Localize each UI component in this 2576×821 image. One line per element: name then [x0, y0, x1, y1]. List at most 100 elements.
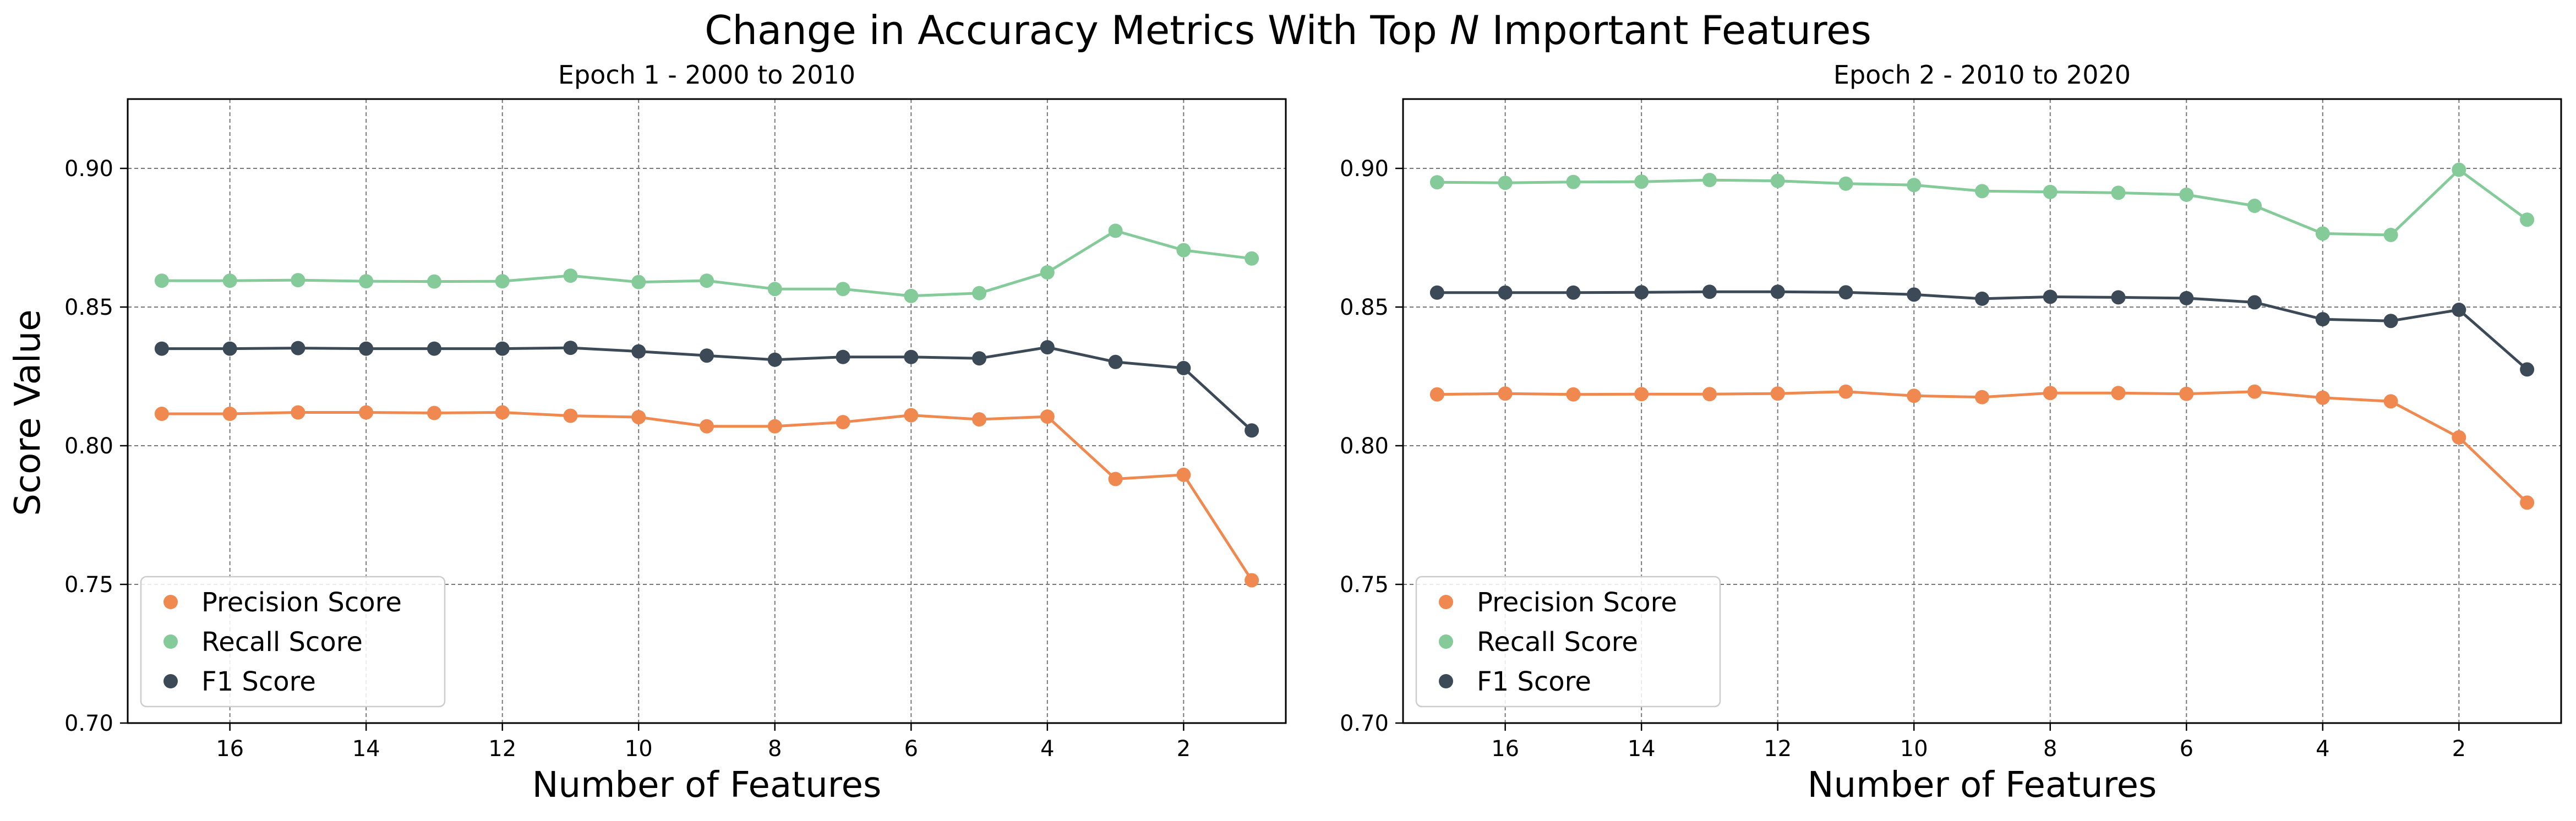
data-point-precision [2452, 430, 2466, 445]
data-point-f1 [631, 344, 646, 359]
data-point-precision [972, 412, 987, 427]
data-point-f1 [222, 341, 237, 356]
data-point-recall [2179, 187, 2194, 202]
data-point-precision [291, 405, 305, 420]
data-point-precision [2520, 495, 2535, 510]
data-point-precision [2179, 386, 2194, 401]
data-point-precision [359, 405, 374, 420]
series-recall [1429, 162, 2535, 242]
x-tick-label: 10 [1900, 736, 1928, 762]
suptitle: Change in Accuracy Metrics With Top N Im… [705, 7, 1871, 53]
data-point-precision [427, 406, 441, 420]
data-point-f1 [904, 349, 919, 364]
y-tick-label: 0.90 [1340, 156, 1389, 182]
y-tick-label: 0.75 [1340, 572, 1389, 598]
data-point-f1 [836, 349, 850, 364]
data-point-f1 [1702, 284, 1717, 299]
data-point-precision [1566, 387, 1581, 402]
data-point-precision [222, 407, 237, 422]
data-point-precision [2111, 386, 2126, 401]
legend-label-recall: Recall Score [201, 627, 363, 658]
x-tick-label: 8 [768, 736, 782, 762]
legend-label-f1: F1 Score [1477, 666, 1591, 697]
data-point-precision [1245, 573, 1259, 588]
data-point-recall [1498, 176, 1513, 190]
data-point-recall [1975, 184, 1989, 199]
y-tick-label: 0.80 [1340, 434, 1389, 459]
data-point-f1 [1975, 291, 1989, 306]
data-point-recall [1838, 176, 1853, 191]
data-point-precision [1770, 386, 1785, 401]
legend: Precision Score Recall Score F1 Score [1415, 576, 1721, 708]
data-point-f1 [1498, 285, 1513, 300]
data-point-recall [291, 273, 305, 288]
legend-marker-f1 [1439, 674, 1453, 688]
y-axis-label: Score Value [8, 309, 48, 516]
data-point-recall [1634, 174, 1649, 189]
data-point-recall [427, 274, 441, 289]
data-point-f1 [2520, 362, 2535, 377]
x-tick-label: 12 [1764, 736, 1792, 762]
chart-panel-epoch-1: Epoch 1 - 2000 to 2010 Number of Feature… [8, 60, 1287, 806]
data-point-recall [2520, 212, 2535, 227]
chart-panel-epoch-2: Epoch 2 - 2010 to 2020 Number of Feature… [1340, 60, 2562, 806]
y-tick-label: 0.85 [64, 295, 113, 320]
suptitle-prefix: Change in Accuracy Metrics With Top [705, 7, 1450, 53]
x-tick-label: 2 [2452, 736, 2466, 762]
legend-label-f1: F1 Score [201, 666, 316, 697]
data-point-precision [154, 407, 169, 422]
data-point-precision [1838, 384, 1853, 399]
x-tick-label: 14 [352, 736, 380, 762]
data-point-f1 [1634, 285, 1649, 300]
data-point-precision [1108, 472, 1123, 486]
suptitle-italic-n: N [1450, 7, 1480, 53]
data-point-precision [767, 419, 782, 434]
data-point-f1 [1838, 285, 1853, 300]
data-point-precision [1702, 387, 1717, 402]
x-tick-label: 16 [1491, 736, 1519, 762]
x-axis-label: Number of Features [532, 765, 882, 806]
series-recall [154, 223, 1259, 303]
legend-box [140, 576, 446, 708]
series-precision [1429, 384, 2535, 510]
data-point-precision [2043, 386, 2057, 401]
legend: Precision Score Recall Score F1 Score [140, 576, 446, 708]
data-point-recall [767, 282, 782, 297]
data-point-recall [631, 275, 646, 289]
x-tick-label: 12 [488, 736, 516, 762]
data-point-f1 [2111, 290, 2126, 305]
y-tick-label: 0.70 [64, 711, 113, 736]
data-point-recall [836, 282, 850, 297]
data-point-precision [563, 408, 578, 423]
data-point-f1 [1108, 354, 1123, 369]
plot-area: 16 14 12 10 8 6 4 2 0.70 0.75 0.80 0.85 0.90 Precisio… [1340, 98, 2562, 762]
x-tick-label: 2 [1177, 736, 1191, 762]
data-point-recall [1770, 173, 1785, 188]
data-point-f1 [154, 341, 169, 356]
data-point-precision [2247, 384, 2262, 399]
legend-marker-precision [1439, 595, 1453, 609]
x-tick-label: 16 [216, 736, 244, 762]
data-point-f1 [2383, 314, 2398, 329]
data-point-recall [2247, 199, 2262, 214]
legend-marker-recall [1439, 634, 1453, 649]
data-point-precision [904, 408, 919, 423]
data-point-f1 [1429, 285, 1444, 300]
data-point-f1 [359, 341, 374, 356]
legend-label-precision: Precision Score [201, 587, 402, 618]
data-point-recall [2111, 185, 2126, 200]
data-point-recall [1245, 251, 1259, 266]
data-point-recall [359, 274, 374, 289]
data-point-recall [1566, 174, 1581, 189]
x-tick-label: 10 [625, 736, 653, 762]
data-point-recall [700, 273, 714, 288]
data-point-f1 [427, 341, 441, 356]
data-point-f1 [563, 341, 578, 355]
data-point-f1 [972, 351, 987, 366]
data-point-recall [495, 274, 510, 289]
data-point-f1 [767, 352, 782, 367]
axes-frame [1402, 98, 2562, 724]
data-point-recall [154, 273, 169, 288]
data-point-recall [2043, 184, 2057, 199]
series-precision [154, 405, 1259, 588]
